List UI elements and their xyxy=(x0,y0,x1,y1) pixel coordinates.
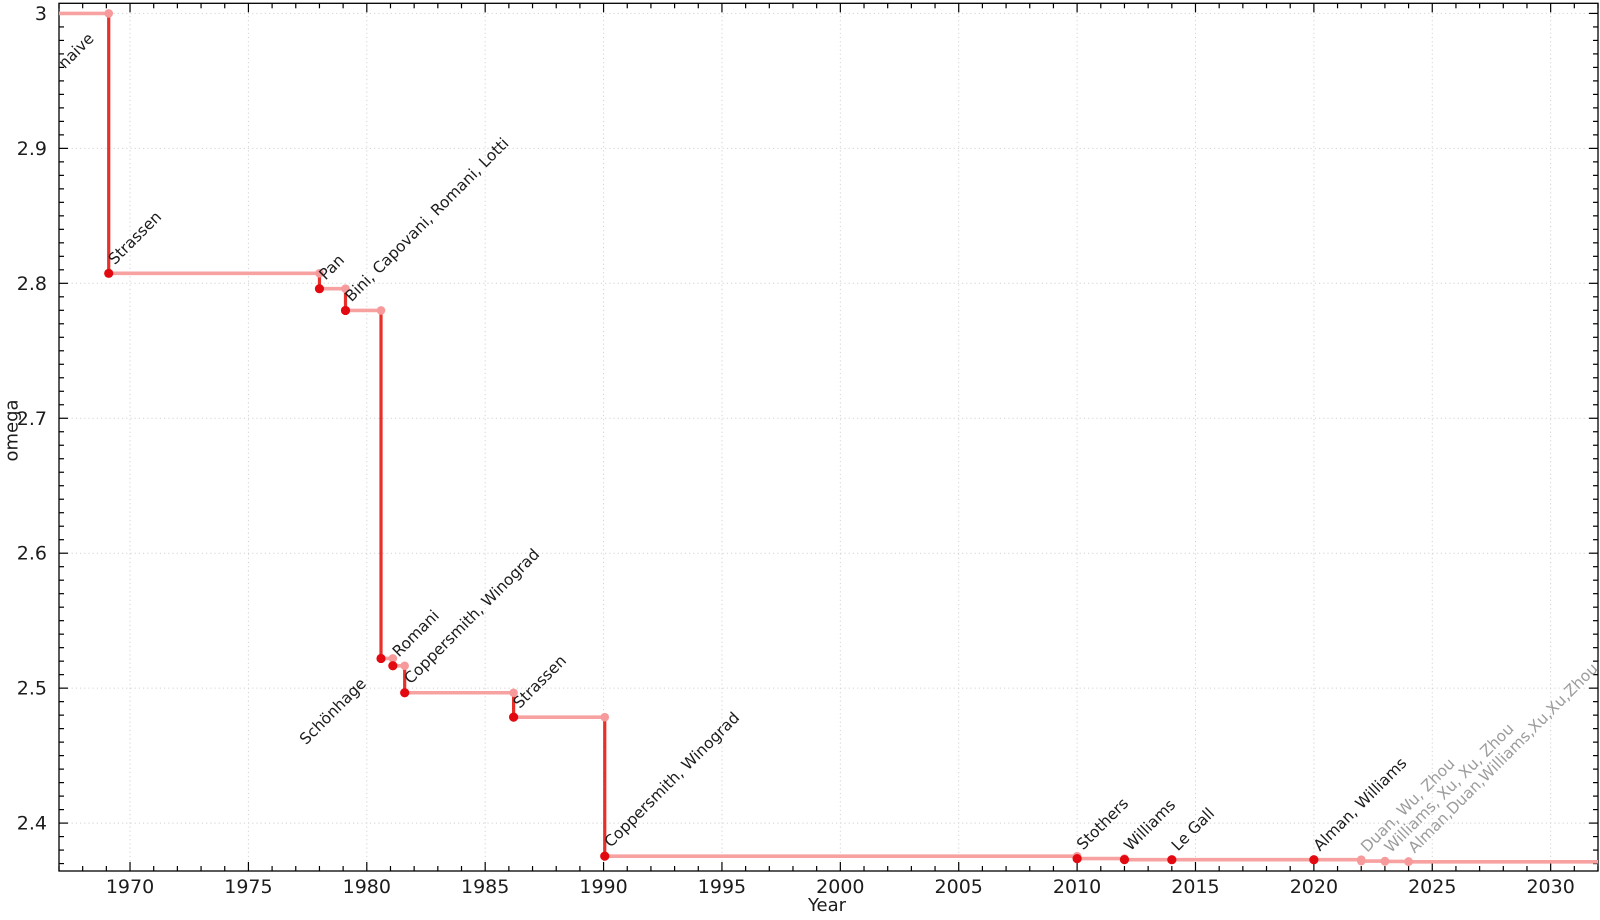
data-point-marker xyxy=(388,661,398,671)
x-tick-label: 1985 xyxy=(461,876,509,898)
y-tick-label: 3 xyxy=(35,3,47,25)
x-tick-label: 1990 xyxy=(579,876,627,898)
step-corner-marker xyxy=(509,688,518,698)
data-point-marker xyxy=(400,688,410,698)
data-point-marker xyxy=(1404,857,1413,867)
x-tick-label: 2030 xyxy=(1526,876,1574,898)
data-point-marker xyxy=(340,305,351,316)
data-point-marker xyxy=(1380,857,1390,866)
data-point-marker xyxy=(104,268,114,278)
data-point-marker xyxy=(600,851,610,861)
y-tick-label: 2.5 xyxy=(17,678,47,700)
data-point-marker xyxy=(1167,855,1177,865)
annotation-label: Williams, Xu, Xu, Zhou xyxy=(1381,720,1518,857)
step-corner-marker xyxy=(315,269,324,278)
annotation-label: Coppersmith, Winograd xyxy=(601,709,743,851)
x-tick-label: 1980 xyxy=(343,876,391,898)
annotation-label: Strassen xyxy=(510,652,570,712)
y-tick-label: 2.8 xyxy=(17,273,47,295)
x-tick-label: 2015 xyxy=(1171,876,1219,898)
annotation-label: naive xyxy=(55,30,98,73)
y-axis-title: omega xyxy=(1,399,23,462)
annotation-label: Alman,Duan,Williams,Xu,Xu,Zhou xyxy=(1405,660,1600,857)
x-tick-label: 1995 xyxy=(698,876,746,898)
x-tick-label: 2010 xyxy=(1053,876,1101,898)
data-point-marker xyxy=(1072,853,1082,864)
step-corner-marker xyxy=(600,712,610,722)
x-tick-label: 2005 xyxy=(935,876,983,898)
annotation-label: Strassen xyxy=(105,208,165,268)
data-point-marker xyxy=(1119,855,1130,865)
data-point-marker xyxy=(1356,856,1366,866)
y-tick-label: 2.4 xyxy=(17,813,47,835)
annotation-label: Bini, Capovani, Romani, Lotti xyxy=(342,134,513,305)
x-tick-label: 1975 xyxy=(224,876,272,898)
x-tick-label: 2025 xyxy=(1408,876,1456,898)
data-point-marker xyxy=(508,712,519,722)
step-corner-marker xyxy=(388,654,398,663)
data-point-marker xyxy=(314,284,325,294)
step-corner-marker xyxy=(376,306,386,315)
data-point-marker xyxy=(376,653,386,664)
x-tick-label: 2000 xyxy=(816,876,864,898)
step-corner-marker xyxy=(341,284,350,294)
step-corner-marker xyxy=(104,9,114,18)
y-tick-label: 2.7 xyxy=(17,408,47,430)
x-tick-label: 2020 xyxy=(1290,876,1338,898)
data-point-marker xyxy=(1309,855,1319,865)
y-tick-label: 2.9 xyxy=(17,138,47,160)
annotation-label: Schönhage xyxy=(296,675,370,749)
y-tick-label: 2.6 xyxy=(17,543,47,565)
x-axis-title: Year xyxy=(807,895,847,916)
plot-frame xyxy=(58,2,1599,872)
step-corner-marker xyxy=(400,661,409,671)
x-tick-label: 1970 xyxy=(106,876,154,898)
